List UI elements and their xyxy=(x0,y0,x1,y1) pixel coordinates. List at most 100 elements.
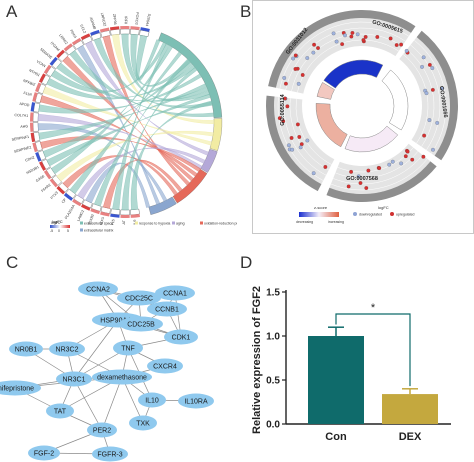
ring-gridline xyxy=(297,72,306,93)
logfc-segment xyxy=(110,213,120,218)
gene-segment xyxy=(34,92,43,104)
gene-segment xyxy=(110,208,121,215)
logfc-segment xyxy=(109,26,120,31)
ring-gridline xyxy=(410,44,441,151)
network-node-label: CCNA1 xyxy=(163,291,187,298)
logfc-segment xyxy=(35,82,42,93)
panel-a-legend: logFC xyxy=(52,219,63,224)
go-term-label-band xyxy=(268,56,287,88)
upregulated-dot xyxy=(388,36,393,41)
upregulated-dot xyxy=(289,136,294,140)
term-legend-label: extracellular matrix xyxy=(84,229,114,233)
upregulated-dot xyxy=(295,122,300,127)
downregulated-dot xyxy=(305,138,310,143)
gene-segment xyxy=(110,29,120,36)
upregulated-dot xyxy=(300,73,305,77)
ring-gridline xyxy=(285,65,296,90)
panel-a-chord-diagram: S100A4FOXO3IRF8ZFP36LRRC32ADAM8CCL2PDK4L… xyxy=(11,12,223,225)
network-node xyxy=(113,340,143,356)
upregulated-dot xyxy=(293,67,298,71)
downregulated-dot xyxy=(298,145,303,150)
y-tick-label: 1.5 xyxy=(266,288,280,299)
upregulated-dot xyxy=(366,168,371,173)
downregulated-dot xyxy=(290,147,295,152)
logfc-segment xyxy=(38,73,46,83)
term-legend-swatch xyxy=(135,221,138,225)
gene-segment xyxy=(58,182,69,193)
network-node-label: TAT xyxy=(54,409,67,416)
downregulated-dot xyxy=(287,143,291,148)
panel-d-letter: D xyxy=(240,253,253,272)
panel-a-letter: A xyxy=(6,2,18,21)
downregulated-dot xyxy=(440,86,445,91)
network-node xyxy=(49,341,85,357)
gene-label: LAMC2 xyxy=(76,209,85,222)
x-category-label: Con xyxy=(325,431,347,443)
legend-zscore-title: z-score xyxy=(314,205,328,210)
network-node-label: NR3C1 xyxy=(63,377,86,384)
gene-label: ITGAM xyxy=(50,41,61,52)
logfc-segment xyxy=(32,142,38,153)
network-node xyxy=(92,446,128,462)
zscore-bar xyxy=(315,103,348,148)
gene-label: VCAN xyxy=(36,59,47,68)
gene-segment xyxy=(90,32,102,41)
legend-scale-mid: 0 xyxy=(58,229,60,233)
chord-ribbon xyxy=(93,58,191,207)
upregulated-dot xyxy=(410,157,415,162)
y-tick-label: 1.0 xyxy=(266,332,280,343)
network-node-label: IL10 xyxy=(145,398,159,405)
go-term-label: GO:0001666 xyxy=(438,86,448,118)
legend-gradient-bar xyxy=(50,225,70,228)
upregulated-dot xyxy=(421,154,426,159)
gene-segment xyxy=(46,167,56,178)
chord-ribbon xyxy=(69,51,182,194)
panel-c-letter: C xyxy=(6,253,19,272)
legend-scale-title: logFC xyxy=(51,221,61,225)
gene-segment xyxy=(65,45,76,56)
gene-label: SERPINE2 xyxy=(14,145,32,154)
logfc-segment xyxy=(130,26,140,30)
upregulated-dot xyxy=(299,142,304,147)
gene-label: NTHS1 xyxy=(28,68,40,77)
network-node xyxy=(0,380,41,396)
downregulated-dot xyxy=(291,56,296,61)
upregulated-dot xyxy=(282,96,287,101)
go-term-label-band xyxy=(326,161,437,202)
gene-segment xyxy=(73,40,84,50)
network-node xyxy=(178,393,214,409)
upregulated-dot xyxy=(349,34,354,39)
gene-label: IL6 xyxy=(133,219,137,224)
chord-ribbon xyxy=(69,50,214,117)
downregulated-dot xyxy=(421,55,426,60)
network-node-label: dexamethasone xyxy=(97,375,147,382)
term-legend-label: oxidation-reduction process xyxy=(204,222,237,226)
y-tick-label: 0.5 xyxy=(266,376,280,387)
chord-ribbon xyxy=(93,37,213,109)
network-node xyxy=(119,316,163,332)
downregulated-dot xyxy=(420,64,424,69)
legend-zscore-gradient xyxy=(299,212,339,217)
go-term-label-band xyxy=(278,9,416,63)
gene-label: CDH2 xyxy=(25,155,36,162)
gene-label: AHG xyxy=(20,124,28,128)
logfc-segment xyxy=(90,208,100,215)
gene-label: LRRK2 xyxy=(58,33,68,45)
network-edge xyxy=(121,376,144,424)
upregulated-dot xyxy=(361,38,366,42)
legend-zscore-low: decreasing xyxy=(296,220,313,224)
network-node-label: CDC25C xyxy=(125,296,153,303)
upregulated-dot xyxy=(394,43,399,47)
network-node-label: CXCR4 xyxy=(153,364,177,371)
network-node xyxy=(92,369,152,385)
gene-label: ADAM8 xyxy=(89,17,97,30)
chord-ribbon xyxy=(130,100,213,211)
ring-gridline xyxy=(288,21,409,65)
upregulated-dot xyxy=(346,184,351,189)
ring-gridline xyxy=(414,40,447,154)
gene-label: FFAR2 xyxy=(41,183,52,193)
chord-ribbon xyxy=(46,93,211,167)
downregulated-dot xyxy=(343,33,347,38)
legend-down-label: downregulated xyxy=(359,213,382,217)
